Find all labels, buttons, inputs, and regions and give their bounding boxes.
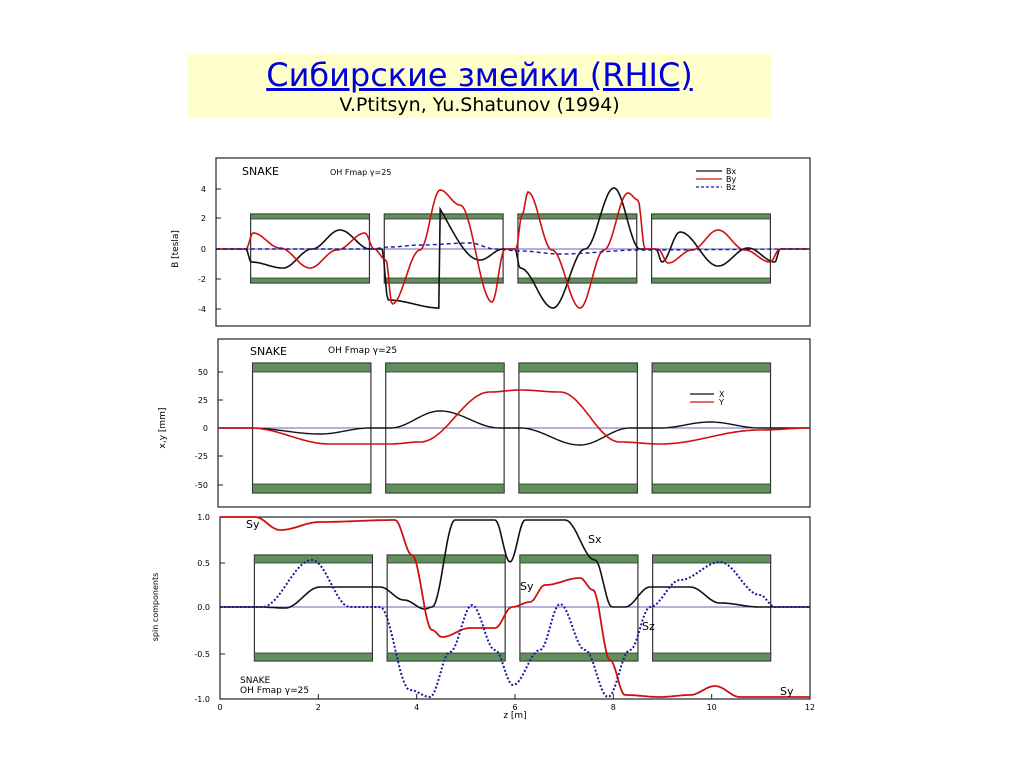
spin-magnets xyxy=(253,554,772,662)
x-tick-label: 6 xyxy=(512,703,517,712)
magnet-bottom-pole xyxy=(519,652,639,662)
magnet-bottom-pole xyxy=(383,277,504,284)
orbit-y-curve xyxy=(218,389,810,445)
annotation-sz: Sz xyxy=(642,620,655,633)
legend-by: By xyxy=(726,175,736,184)
y-tick-label: -2 xyxy=(198,275,206,284)
annotation-sy-end: Sy xyxy=(780,685,794,698)
spin-sy-curve xyxy=(220,516,810,698)
magnet-outline xyxy=(652,554,772,662)
y-tick-label: -4 xyxy=(198,305,206,314)
orbit-y-ticks: 50 25 0 -25 -50 xyxy=(195,368,223,490)
magnet-bottom-pole xyxy=(250,277,370,284)
spin-y-label: spin components xyxy=(151,573,160,642)
x-tick-label: 8 xyxy=(611,703,616,712)
magnet-top-pole xyxy=(254,554,373,564)
magnet-bottom-pole xyxy=(518,483,638,494)
field-legend: Bx By Bz xyxy=(696,167,736,192)
slide-title[interactable]: Сибирские змейки (RHIC) xyxy=(266,56,693,94)
magnet-bottom-pole xyxy=(385,483,505,494)
magnet-top-pole xyxy=(651,362,771,373)
field-snake-label: SNAKE xyxy=(242,165,279,178)
legend-bz: Bz xyxy=(726,183,736,192)
x-tick-label: 2 xyxy=(316,703,321,712)
y-tick-label: 0 xyxy=(203,424,208,433)
y-tick-label: 0.0 xyxy=(197,603,210,612)
y-tick-label: 1.0 xyxy=(197,513,210,522)
spin-x-label: z [m] xyxy=(503,711,526,721)
legend-x: X xyxy=(719,390,725,399)
x-tick-label: 4 xyxy=(414,703,419,712)
slide-subtitle: V.Ptitsyn, Yu.Shatunov (1994) xyxy=(339,94,620,116)
annotation-sx: Sx xyxy=(588,533,602,546)
magnet-outline xyxy=(386,554,506,662)
y-tick-label: 25 xyxy=(198,396,208,405)
orbit-snake-label: SNAKE xyxy=(250,345,287,358)
magnet-bottom-pole xyxy=(517,277,638,284)
magnet-outline xyxy=(517,213,638,284)
orbit-x-curve xyxy=(218,410,810,446)
orbit-panel-frame xyxy=(217,338,811,508)
annotation-sy-mid: Sy xyxy=(520,580,534,593)
spin-panel-frame xyxy=(219,516,811,700)
field-panel-frame xyxy=(215,157,811,327)
field-bz-curve xyxy=(216,242,810,255)
y-tick-label: -1.0 xyxy=(194,695,210,704)
title-box: Сибирские змейки (RHIC) V.Ptitsyn, Yu.Sh… xyxy=(188,54,771,118)
y-tick-label: -25 xyxy=(195,452,208,461)
orbit-y-label: x,y [mm] xyxy=(158,408,168,449)
x-tick-label: 12 xyxy=(805,703,815,712)
y-tick-label: 0 xyxy=(201,245,206,254)
field-bx-curve xyxy=(216,187,810,309)
y-tick-label: 50 xyxy=(198,368,208,377)
spin-panel: 1.00.50.0-0.5-1.0 0 2 4 6 8 10 12 Sy Sx Sy Sz … xyxy=(151,513,815,721)
y-tick-label: 0.5 xyxy=(197,559,210,568)
legend-bx: Bx xyxy=(726,167,736,176)
magnet-top-pole xyxy=(517,213,638,220)
spin-sz-curve xyxy=(220,558,810,699)
field-y-label: B [tesla] xyxy=(171,230,181,268)
magnet-top-pole xyxy=(651,213,771,220)
orbit-legend: X Y xyxy=(690,390,725,407)
magnet-outline xyxy=(383,213,504,284)
magnet-top-pole xyxy=(386,554,506,564)
orbit-fmap-label: OH Fmap γ=25 xyxy=(328,346,397,356)
field-by-curve xyxy=(216,189,810,309)
field-panel: 4 2 0 -2 -4 SNAKE OH Fmap γ=25 B [tesla] Bx … xyxy=(171,157,811,327)
magnet-bottom-pole xyxy=(254,652,373,662)
magnet-top-pole xyxy=(519,554,639,564)
magnet-top-pole xyxy=(252,362,372,373)
x-tick-label: 0 xyxy=(217,703,222,712)
spin-x-ticks: 0 2 4 6 8 10 12 xyxy=(217,694,815,712)
spin-snake-label: SNAKE xyxy=(240,676,271,686)
spin-fmap-label: OH Fmap γ=25 xyxy=(240,686,309,696)
spin-sx-curve xyxy=(220,519,810,610)
y-tick-label: -0.5 xyxy=(194,650,210,659)
annotation-sy-start: Sy xyxy=(246,518,260,531)
magnet-top-pole xyxy=(518,362,638,373)
legend-y: Y xyxy=(718,398,724,407)
y-tick-label: 2 xyxy=(201,214,206,223)
magnet-bottom-pole xyxy=(651,483,771,494)
magnet-bottom-pole xyxy=(252,483,372,494)
magnet-bottom-pole xyxy=(651,277,771,284)
y-tick-label: 4 xyxy=(201,185,206,194)
x-tick-label: 10 xyxy=(707,703,717,712)
magnet-top-pole xyxy=(385,362,505,373)
field-fmap-label: OH Fmap γ=25 xyxy=(330,168,391,177)
magnet-bottom-pole xyxy=(652,652,772,662)
magnet-top-pole xyxy=(652,554,772,564)
y-tick-label: -50 xyxy=(195,481,208,490)
magnet-top-pole xyxy=(250,213,370,220)
